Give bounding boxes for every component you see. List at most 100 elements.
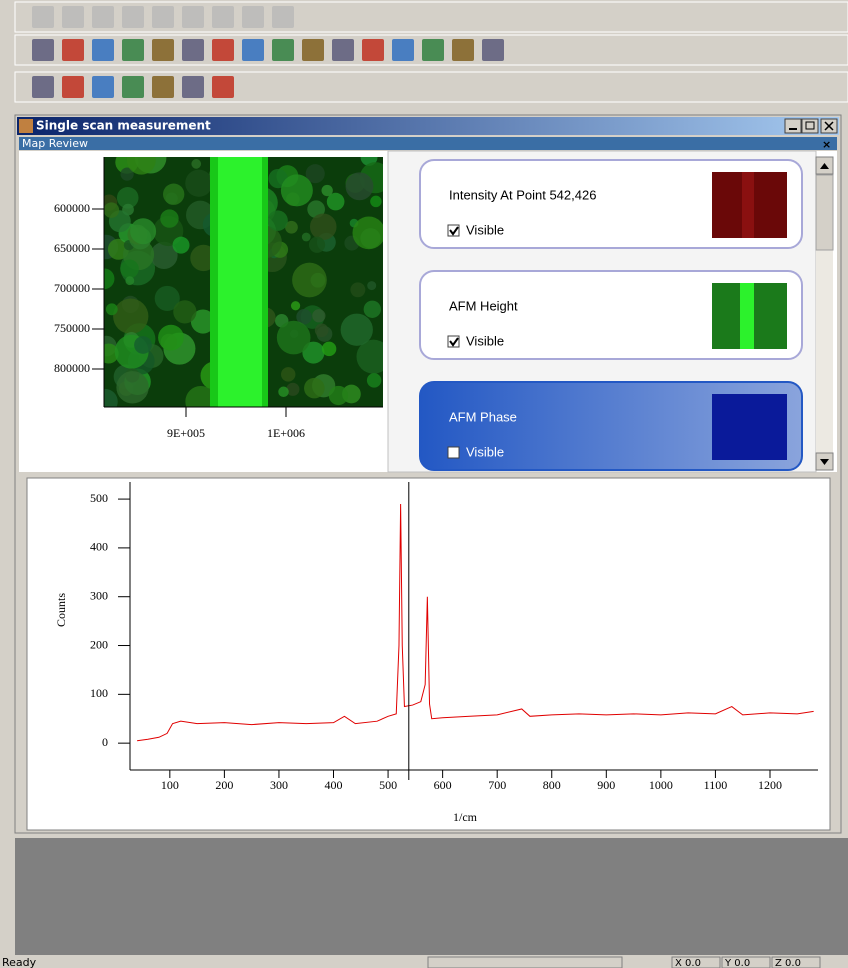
- toolbar-button[interactable]: [32, 39, 54, 61]
- map-texture: [277, 321, 311, 355]
- toolbar-button[interactable]: [392, 39, 414, 61]
- toolbar-button[interactable]: [62, 6, 84, 28]
- map-texture: [158, 325, 184, 351]
- toolbar-button[interactable]: [422, 39, 444, 61]
- toolbar-button[interactable]: [212, 39, 234, 61]
- toolbar-button[interactable]: [92, 6, 114, 28]
- toolbar-button[interactable]: [332, 39, 354, 61]
- map-y-tick-label: 650000: [54, 241, 90, 255]
- toolbar-button[interactable]: [272, 39, 294, 61]
- panel-header: [19, 137, 837, 150]
- window-icon: [19, 119, 33, 133]
- map-y-tick-label: 700000: [54, 281, 90, 295]
- map-texture: [163, 184, 184, 205]
- toolbar-button[interactable]: [62, 76, 84, 98]
- x-tick-label: 1200: [758, 778, 782, 792]
- map-texture: [130, 218, 156, 244]
- y-tick-label: 0: [102, 735, 108, 749]
- map-texture: [113, 299, 148, 334]
- status-text: Ready: [2, 956, 37, 968]
- map-texture: [322, 342, 336, 356]
- status-field-text: Y 0.0: [724, 958, 750, 968]
- x-tick-label: 1000: [649, 778, 673, 792]
- toolbar-button[interactable]: [122, 76, 144, 98]
- toolbar-button[interactable]: [242, 6, 264, 28]
- map-texture: [173, 237, 190, 254]
- x-tick-label: 500: [379, 778, 397, 792]
- x-tick-label: 800: [543, 778, 561, 792]
- thumbnail-stripe: [742, 172, 754, 238]
- map-texture: [315, 323, 329, 337]
- page: Single scan measurement Map Review × Cou…: [0, 0, 848, 968]
- map-texture: [134, 336, 152, 354]
- toolbar-button[interactable]: [152, 39, 174, 61]
- map-texture: [329, 386, 348, 405]
- map-texture: [278, 387, 289, 398]
- toolbar-button[interactable]: [152, 76, 174, 98]
- toolbar-button[interactable]: [452, 39, 474, 61]
- toolbar-button[interactable]: [482, 39, 504, 61]
- toolbar-button[interactable]: [92, 39, 114, 61]
- toolbars: [15, 2, 848, 102]
- map-stripe-core: [218, 157, 262, 407]
- toolbar-button[interactable]: [302, 39, 324, 61]
- map-texture: [312, 309, 325, 322]
- layer-checkbox[interactable]: [448, 447, 459, 458]
- toolbar-button[interactable]: [212, 76, 234, 98]
- minimize-button[interactable]: [785, 119, 801, 133]
- status-field-text: X 0.0: [675, 958, 701, 968]
- thumbnail-stripe: [740, 283, 754, 349]
- y-tick-label: 200: [90, 637, 108, 651]
- layer-visible-label: Visible: [466, 444, 504, 459]
- map-texture: [116, 371, 148, 403]
- map-texture: [309, 237, 325, 253]
- window-title: Single scan measurement: [36, 119, 211, 133]
- scroll-thumb[interactable]: [816, 175, 833, 250]
- x-tick-label: 100: [161, 778, 179, 792]
- map-texture: [160, 209, 178, 227]
- map-y-tick-label: 800000: [54, 361, 90, 375]
- map-texture: [322, 185, 333, 196]
- map-x-tick-label: 1E+006: [267, 426, 305, 440]
- x-tick-label: 700: [488, 778, 506, 792]
- toolbar-button[interactable]: [122, 39, 144, 61]
- toolbar-button[interactable]: [62, 39, 84, 61]
- progress-box: [428, 957, 622, 968]
- layer-name: Intensity At Point 542,426: [449, 187, 596, 202]
- toolbar-button[interactable]: [182, 76, 204, 98]
- map-texture: [367, 373, 381, 387]
- toolbar-button[interactable]: [122, 6, 144, 28]
- toolbar-button[interactable]: [182, 6, 204, 28]
- x-tick-label: 900: [597, 778, 615, 792]
- y-tick-label: 300: [90, 588, 108, 602]
- map-texture: [281, 367, 295, 381]
- toolbar-button[interactable]: [242, 39, 264, 61]
- toolbar-button[interactable]: [92, 76, 114, 98]
- toolbar-button[interactable]: [212, 6, 234, 28]
- toolbar-button[interactable]: [362, 39, 384, 61]
- map-texture: [120, 260, 139, 279]
- layer-name: AFM Height: [449, 298, 518, 313]
- layer-visible-label: Visible: [466, 333, 504, 348]
- x-axis-label: 1/cm: [453, 810, 478, 824]
- map-texture: [291, 301, 300, 310]
- map-texture: [104, 202, 120, 218]
- map-texture: [125, 276, 134, 285]
- status-field-text: Z 0.0: [775, 958, 801, 968]
- panel-close[interactable]: ×: [822, 138, 831, 151]
- toolbar-button[interactable]: [182, 39, 204, 61]
- toolbar-button[interactable]: [272, 6, 294, 28]
- toolbar-button[interactable]: [32, 6, 54, 28]
- toolbar-button[interactable]: [152, 6, 174, 28]
- map-texture: [370, 196, 381, 207]
- map-texture: [367, 281, 376, 290]
- maximize-button[interactable]: [802, 119, 818, 133]
- map-texture: [346, 172, 374, 200]
- x-tick-label: 300: [270, 778, 288, 792]
- toolbar-button[interactable]: [32, 76, 54, 98]
- map-texture: [302, 233, 311, 242]
- layer-thumbnail: [712, 394, 787, 460]
- x-tick-label: 600: [434, 778, 452, 792]
- y-tick-label: 400: [90, 540, 108, 554]
- map-texture: [106, 303, 118, 315]
